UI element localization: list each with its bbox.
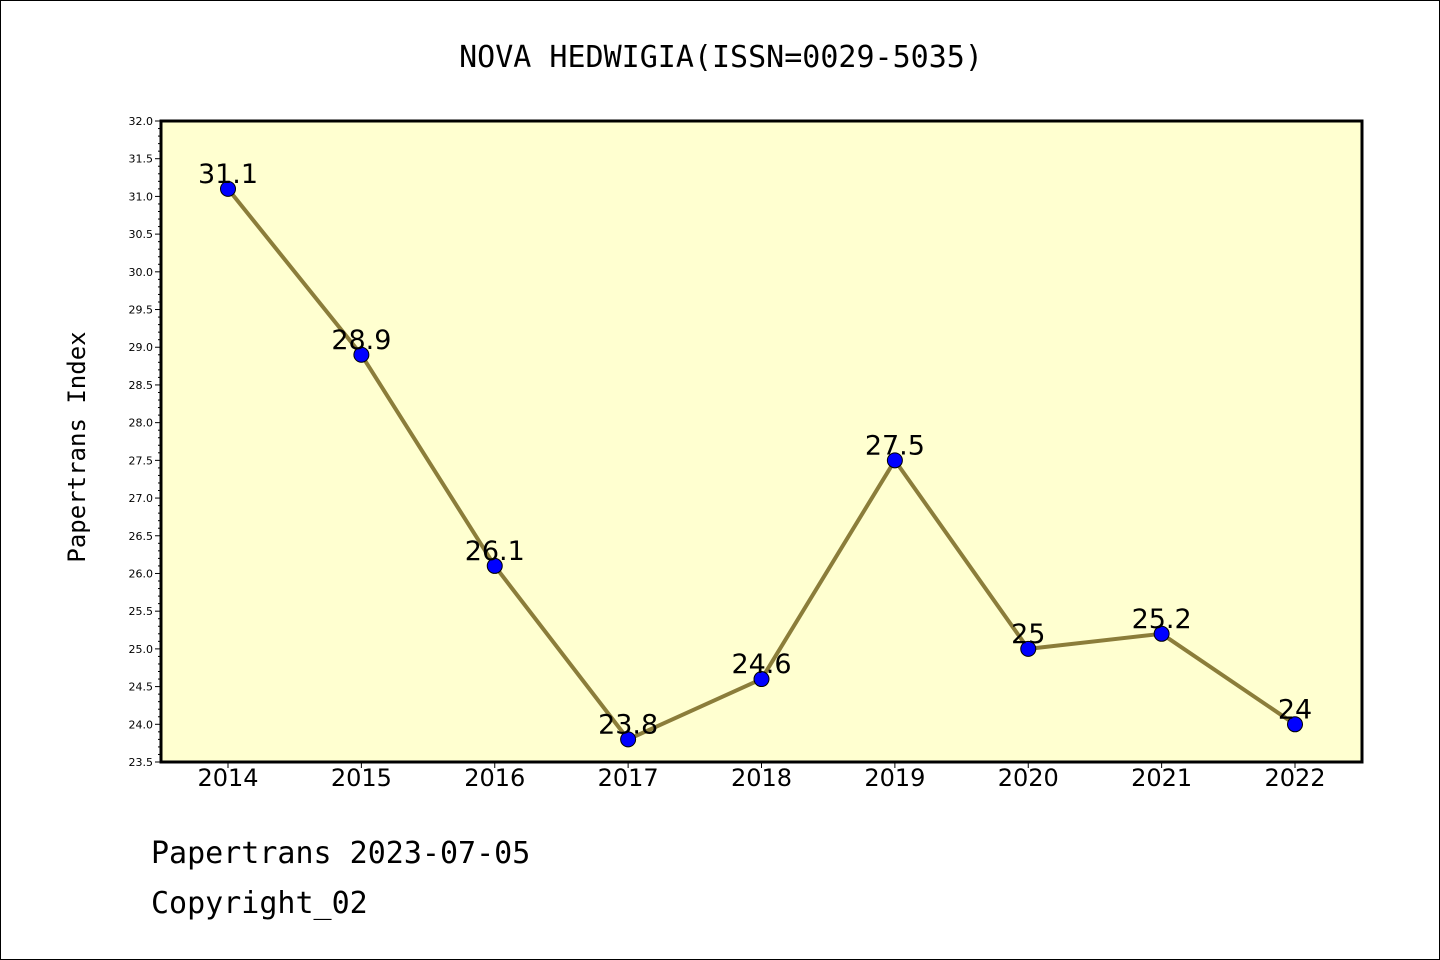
data-point (886, 452, 903, 469)
data-point (620, 731, 637, 748)
x-tick-label: 2017 (598, 764, 659, 792)
data-point (1287, 716, 1303, 733)
x-tick-label: 2015 (331, 764, 392, 792)
y-tick-label: 28.0 (129, 417, 154, 430)
y-axis-label: Papertrans Index (63, 331, 91, 562)
y-tick-label: 26.0 (129, 567, 154, 580)
y-tick-label: 31.0 (129, 190, 154, 203)
plot-area (159, 119, 1364, 764)
y-tick-label: 25.5 (129, 605, 154, 618)
data-point (1020, 640, 1037, 657)
y-tick-label: 32.0 (129, 115, 154, 128)
data-label: 28.9 (331, 325, 391, 356)
y-tick-label: 27.5 (129, 454, 154, 467)
data-label: 25.2 (1132, 604, 1192, 635)
data-labels: 31.1 28.9 26.1 23.8 24.6 27.5 25 25.2 24 (198, 159, 1312, 741)
data-label: 25 (1011, 619, 1045, 650)
x-tick-label: 2021 (1131, 764, 1192, 792)
data-point (353, 346, 370, 363)
data-label: 23.8 (598, 709, 658, 740)
chart-title: NOVA HEDWIGIA(ISSN=0029-5035) (459, 40, 983, 75)
y-tick-label: 23.5 (129, 756, 154, 769)
y-tick-label: 28.5 (129, 379, 154, 392)
y-tick-label: 24.5 (129, 681, 154, 694)
data-label: 24 (1278, 694, 1312, 725)
data-point (220, 180, 236, 197)
data-markers (220, 180, 1303, 748)
x-tick-label: 2016 (464, 764, 525, 792)
data-label: 27.5 (865, 430, 925, 461)
data-label: 26.1 (465, 536, 525, 567)
y-tick-label: 24.0 (129, 718, 154, 731)
x-tick-label: 2014 (197, 764, 258, 792)
x-tick-label: 2019 (864, 764, 925, 792)
y-tick-label: 30.5 (129, 228, 154, 241)
y-axis-ticks: 23.5 24.0 24.5 25.0 25.5 26.0 26.5 27.0 27.5 28.0… (129, 115, 161, 769)
y-tick-label: 25.0 (129, 643, 154, 656)
x-tick-label: 2022 (1264, 764, 1325, 792)
footer-date: Papertrans 2023-07-05 (151, 836, 531, 871)
data-label: 24.6 (731, 649, 791, 680)
x-axis-ticks: 2014 2015 2016 2017 2018 2019 2020 2021 2022 (197, 762, 1326, 792)
data-label: 31.1 (198, 159, 258, 190)
y-tick-label: 30.0 (129, 266, 154, 279)
data-point (1153, 625, 1170, 642)
y-tick-label: 29.0 (129, 341, 154, 354)
y-tick-label: 31.5 (129, 153, 154, 166)
x-tick-label: 2020 (998, 764, 1059, 792)
data-point (753, 671, 770, 688)
y-tick-label: 26.5 (129, 530, 154, 543)
footer-copyright: Copyright_02 (151, 886, 368, 921)
y-tick-label: 29.5 (129, 304, 154, 317)
data-point (486, 557, 503, 574)
x-tick-label: 2018 (731, 764, 792, 792)
y-tick-label: 27.0 (129, 492, 154, 505)
